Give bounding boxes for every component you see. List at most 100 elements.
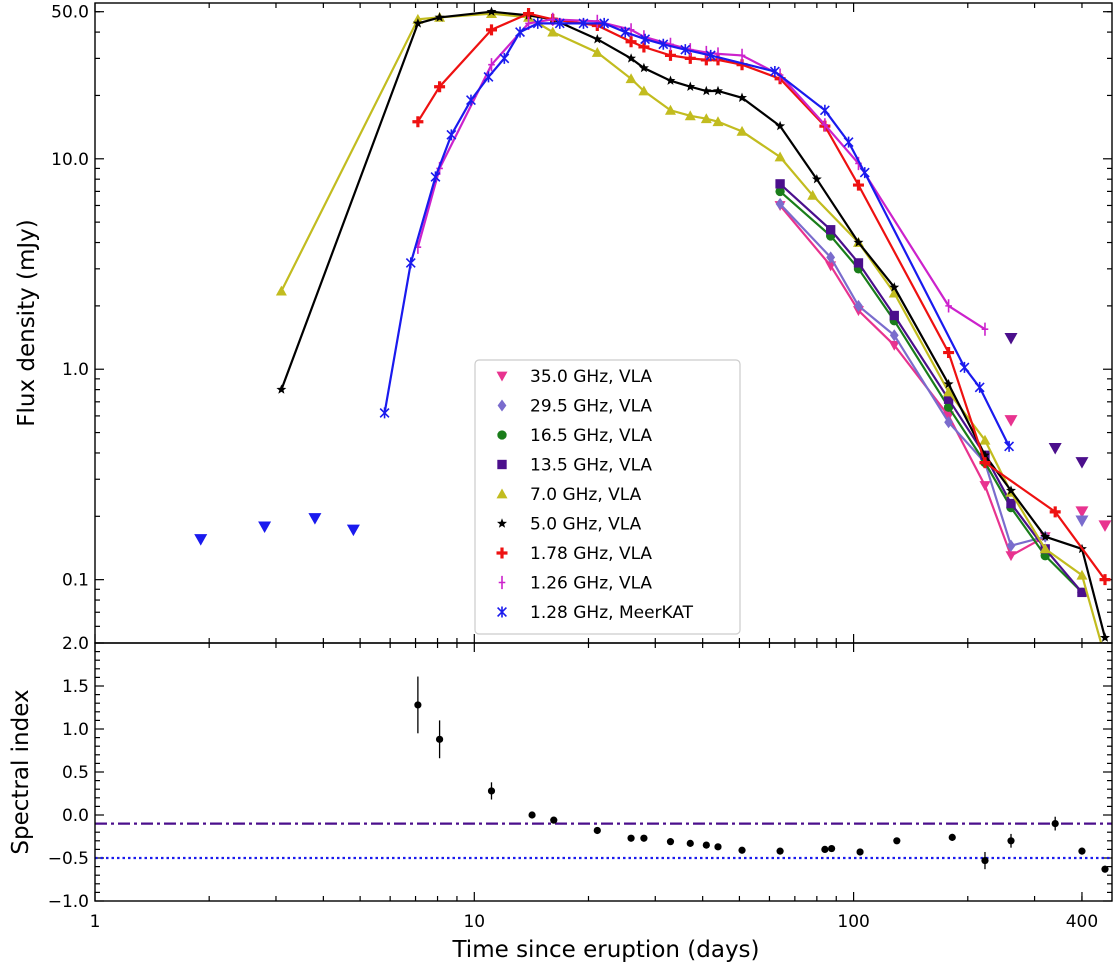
data-point	[811, 174, 822, 184]
spectral-index-point	[776, 847, 784, 855]
data-point	[485, 24, 497, 36]
data-point	[1006, 485, 1016, 495]
data-point	[665, 75, 676, 85]
data-point	[854, 299, 863, 312]
data-point	[853, 258, 864, 268]
legend-item-29-5-ghz-vla: 29.5 GHz, VLA	[497, 397, 652, 417]
data-point	[712, 116, 724, 127]
data-point	[625, 73, 637, 84]
data-point	[434, 81, 446, 93]
legend-marker	[497, 518, 507, 528]
legend-label: 1.78 GHz, VLA	[530, 544, 652, 564]
data-point	[1007, 837, 1015, 845]
legend-item-1-26-ghz-vla: 1.26 GHz, VLA	[498, 574, 652, 594]
data-point	[276, 384, 287, 394]
upper-limit-marker	[1048, 443, 1062, 455]
legend-label: 5.0 GHz, VLA	[530, 515, 642, 535]
spectral-index-point	[414, 676, 422, 734]
data-point	[980, 450, 990, 460]
bottom-panel-ticks: −1.0 −0.5 0.0 0.5 1.0 1.5 2.0 1 10 100 400	[48, 634, 1112, 932]
data-point	[499, 52, 510, 64]
data-point	[638, 62, 649, 73]
data-point	[664, 104, 676, 115]
data-point	[889, 282, 900, 292]
data-point	[774, 151, 786, 162]
data-point	[412, 18, 423, 28]
data-point	[736, 125, 748, 136]
data-point	[889, 310, 899, 321]
data-point	[888, 287, 900, 298]
data-point	[1101, 865, 1109, 873]
data-point	[446, 129, 457, 141]
data-point	[483, 71, 494, 83]
data-point	[714, 843, 722, 851]
data-point	[664, 49, 676, 61]
upper-limit-marker	[1004, 415, 1018, 427]
series-line	[779, 203, 1046, 548]
spectral-index-point	[856, 848, 864, 856]
flux-density-panel: 0.1 1.0 10.0 50.0 Flux density (mJy)	[14, 2, 1113, 644]
spectral-index-point	[948, 833, 956, 841]
upper-limit-marker	[346, 524, 360, 537]
data-point	[943, 378, 954, 389]
data-point	[515, 26, 526, 38]
data-point	[414, 701, 422, 709]
data-point	[701, 85, 712, 96]
series-line	[779, 183, 1083, 594]
top-panel-ticks: 0.1 1.0 10.0 50.0	[51, 3, 1112, 644]
data-point	[1006, 539, 1016, 552]
data-point	[591, 46, 603, 57]
spectral-index-point	[550, 816, 558, 824]
y-tick-label-bottom: −0.5	[48, 849, 89, 869]
data-point	[658, 38, 669, 50]
data-point	[1077, 587, 1087, 598]
legend-label: 1.26 GHz, VLA	[530, 574, 652, 594]
data-point	[593, 826, 601, 835]
legend-item-7-0-ghz-vla: 7.0 GHz, VLA	[496, 485, 642, 505]
data-point	[713, 85, 723, 96]
series-1-78-ghz-vla	[412, 8, 1111, 586]
y-tick-label-bottom: 2.0	[62, 634, 89, 654]
data-point	[807, 189, 819, 200]
data-point	[1039, 543, 1051, 554]
data-point	[979, 481, 991, 492]
legend-box	[474, 359, 741, 635]
data-point	[627, 834, 635, 842]
spectral-index-point	[1078, 847, 1086, 855]
spectral-index-point	[893, 837, 901, 845]
data-point	[944, 416, 953, 429]
spectral-index-point	[821, 845, 829, 854]
data-point	[594, 14, 601, 28]
data-point	[405, 257, 416, 269]
y-tick-label-top: 10.0	[51, 150, 89, 170]
legend-item-13-5-ghz-vla: 13.5 GHz, VLA	[497, 456, 652, 476]
data-point	[578, 17, 589, 29]
legend-marker	[496, 488, 508, 499]
data-point	[775, 186, 785, 197]
legend-marker	[497, 399, 507, 412]
spectral-index-points	[414, 676, 1109, 873]
data-point	[1099, 574, 1111, 586]
series-29-5-ghz-vla	[775, 197, 1050, 552]
x-tick-label: 400	[1066, 912, 1098, 932]
data-point	[821, 845, 829, 854]
data-point	[738, 48, 746, 62]
legend-label: 16.5 GHz, VLA	[530, 426, 652, 446]
data-point	[435, 735, 444, 743]
data-point	[638, 85, 650, 96]
data-point	[981, 856, 989, 865]
data-point	[959, 361, 970, 373]
spectral-index-point	[640, 834, 648, 842]
series-line	[779, 204, 1046, 558]
data-point	[859, 167, 870, 179]
upper-limit-marker	[1004, 332, 1018, 345]
legend-label: 1.28 GHz, MeerKAT	[530, 603, 694, 623]
spectral-index-point	[487, 782, 496, 800]
legend-item-1-28-ghz-meerkat: 1.28 GHz, MeerKAT	[497, 603, 694, 623]
data-point	[775, 120, 786, 131]
data-point	[466, 94, 476, 106]
data-point	[948, 833, 956, 841]
data-point	[599, 17, 610, 29]
data-point	[1100, 632, 1110, 642]
